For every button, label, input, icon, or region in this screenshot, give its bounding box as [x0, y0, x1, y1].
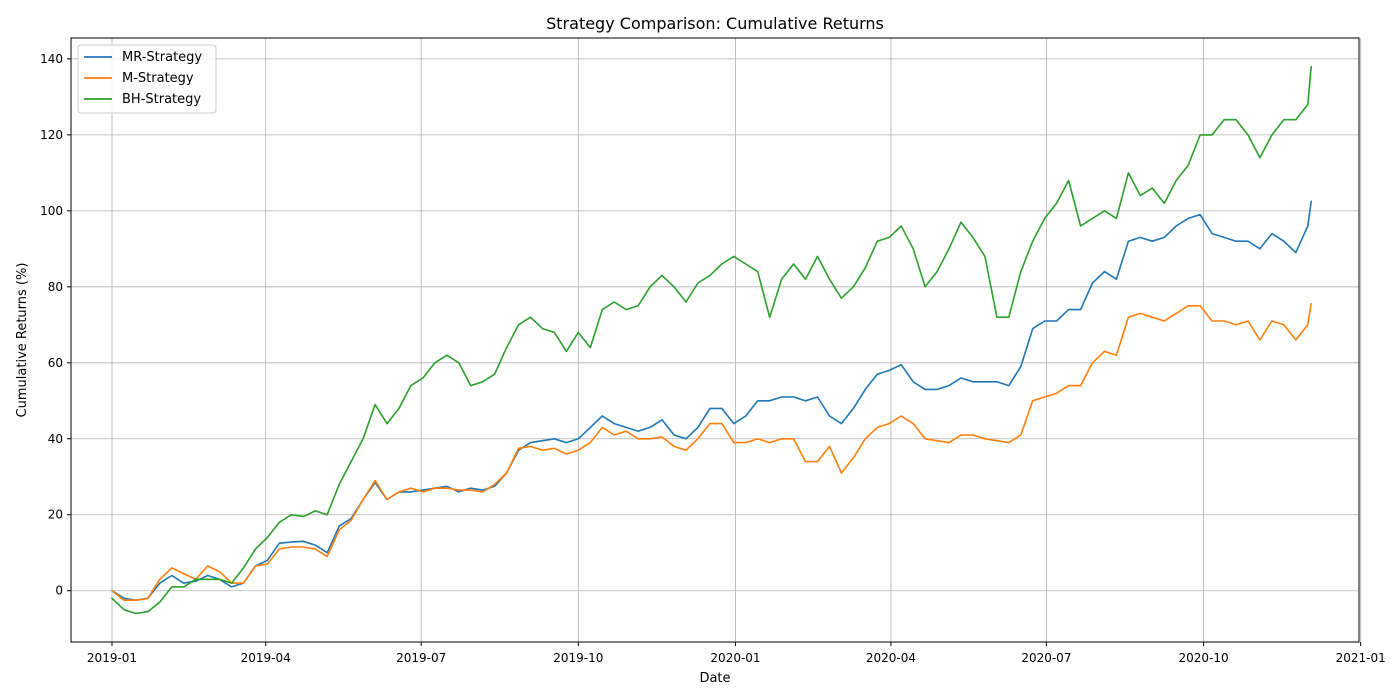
x-tick-label: 2020-04 — [866, 651, 916, 665]
x-tick-label: 2019-07 — [396, 651, 446, 665]
x-axis-ticks: 2019-01 2019-04 2019-07 2019-10 2020-01 2020-… — [87, 642, 1386, 665]
y-tick-label: 40 — [48, 432, 63, 446]
x-tick-label: 2020-07 — [1021, 651, 1071, 665]
y-tick-label: 100 — [40, 204, 63, 218]
y-tick-label: 140 — [40, 52, 63, 66]
series-line-mr-strategy — [111, 200, 1312, 602]
grid-layer — [71, 38, 1362, 642]
x-tick-label: 2021-01 — [1336, 651, 1386, 665]
legend-label: M-Strategy — [122, 71, 194, 86]
x-tick-label: 2020-10 — [1178, 651, 1228, 665]
x-tick-label: 2019-01 — [87, 651, 137, 665]
series-line-bh-strategy — [111, 65, 1312, 615]
legend-label: BH-Strategy — [122, 92, 201, 107]
legend-box — [77, 44, 217, 114]
y-axis-title: Cumulative Returns (%) — [15, 263, 30, 418]
y-tick-label: 120 — [40, 128, 63, 142]
x-tick-label: 2019-10 — [553, 651, 603, 665]
x-axis-title: Date — [699, 671, 730, 686]
y-tick-label: 60 — [48, 356, 63, 370]
y-tick-label: 20 — [48, 508, 63, 522]
series-layer — [111, 65, 1312, 615]
y-tick-label: 0 — [55, 584, 63, 598]
series-line-m-strategy — [111, 303, 1312, 602]
x-tick-label: 2020-01 — [710, 651, 760, 665]
chart-title: Strategy Comparison: Cumulative Returns — [546, 14, 884, 33]
legend-label: MR-Strategy — [122, 50, 202, 65]
y-axis-ticks: 0 20 40 60 80 100 120 140 — [40, 52, 71, 598]
y-tick-label: 80 — [48, 280, 63, 294]
x-tick-label: 2019-04 — [241, 651, 291, 665]
legend: MR-Strategy M-Strategy BH-Strategy — [77, 44, 217, 114]
plot-frame — [70, 37, 1360, 643]
